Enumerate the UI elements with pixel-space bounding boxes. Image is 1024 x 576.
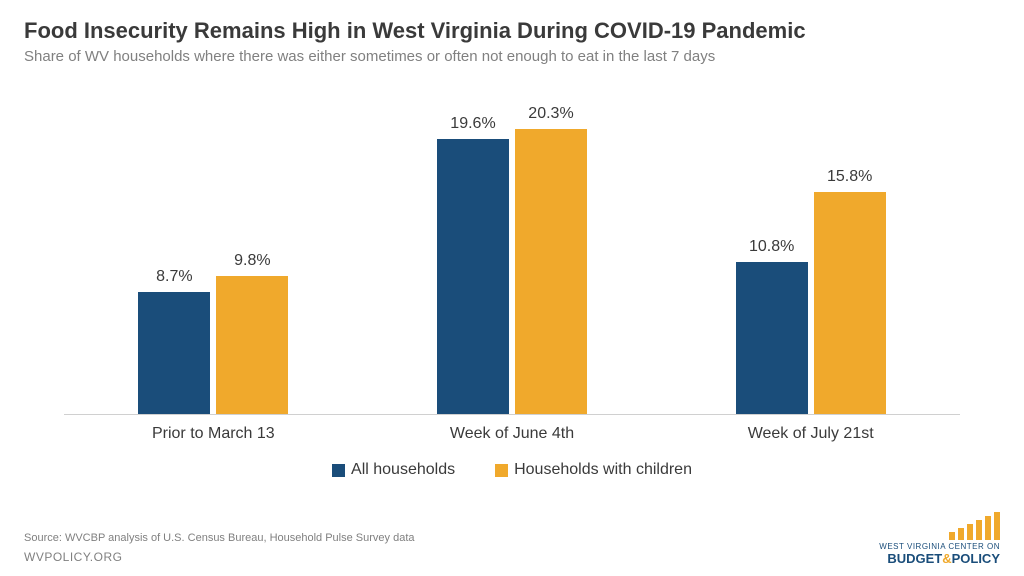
logo-bars-icon: [879, 512, 1000, 540]
x-axis-label: Week of June 4th: [363, 425, 662, 443]
chart-subtitle: Share of WV households where there was e…: [24, 48, 1000, 65]
x-axis-label: Prior to March 13: [64, 425, 363, 443]
legend-label: Households with children: [514, 461, 692, 479]
footer-url: WVPOLICY.ORG: [24, 550, 1000, 564]
logo-line-1: WEST VIRGINIA CENTER ON: [879, 542, 1000, 551]
bar-value-label: 9.8%: [234, 252, 270, 270]
chart-footer: Source: WVCBP analysis of U.S. Census Bu…: [24, 532, 1000, 564]
bar-wrap: 10.8%: [736, 105, 808, 414]
logo-bar-icon: [967, 524, 973, 540]
bar-group: 8.7% 9.8%: [138, 105, 288, 414]
bar-value-label: 10.8%: [749, 238, 794, 256]
logo-line-2: BUDGET&POLICY: [879, 551, 1000, 566]
bar-wrap: 19.6%: [437, 105, 509, 414]
legend-swatch-icon: [332, 464, 345, 477]
bar-wrap: 15.8%: [814, 105, 886, 414]
bar: [515, 129, 587, 414]
x-axis-labels: Prior to March 13Week of June 4thWeek of…: [64, 415, 960, 443]
legend-swatch-icon: [495, 464, 508, 477]
bar: [437, 139, 509, 414]
logo-ampersand: &: [942, 551, 951, 566]
source-text: Source: WVCBP analysis of U.S. Census Bu…: [24, 532, 1000, 544]
logo-word-budget: BUDGET: [887, 551, 942, 566]
bar-value-label: 20.3%: [528, 105, 573, 123]
chart-title: Food Insecurity Remains High in West Vir…: [24, 18, 1000, 44]
bar-value-label: 8.7%: [156, 268, 192, 286]
bar-value-label: 15.8%: [827, 168, 872, 186]
bar-wrap: 9.8%: [216, 105, 288, 414]
bar-group: 10.8% 15.8%: [736, 105, 886, 414]
org-logo: WEST VIRGINIA CENTER ON BUDGET&POLICY: [879, 512, 1000, 566]
logo-bar-icon: [949, 532, 955, 540]
bar: [736, 262, 808, 414]
bar-wrap: 8.7%: [138, 105, 210, 414]
bar-wrap: 20.3%: [515, 105, 587, 414]
legend-item: All households: [332, 461, 455, 479]
bar: [138, 292, 210, 414]
logo-bar-icon: [994, 512, 1000, 540]
legend-item: Households with children: [495, 461, 692, 479]
bar: [216, 276, 288, 414]
chart-plot-area: 8.7% 9.8% 19.6% 20.3% 10.8% 15.8%: [64, 105, 960, 415]
logo-word-policy: POLICY: [952, 551, 1000, 566]
chart-legend: All households Households with children: [24, 461, 1000, 479]
bar-group: 19.6% 20.3%: [437, 105, 587, 414]
bar-value-label: 19.6%: [450, 115, 495, 133]
logo-bar-icon: [985, 516, 991, 540]
logo-bar-icon: [958, 528, 964, 540]
x-axis-label: Week of July 21st: [661, 425, 960, 443]
logo-bar-icon: [976, 520, 982, 540]
bar: [814, 192, 886, 414]
legend-label: All households: [351, 461, 455, 479]
